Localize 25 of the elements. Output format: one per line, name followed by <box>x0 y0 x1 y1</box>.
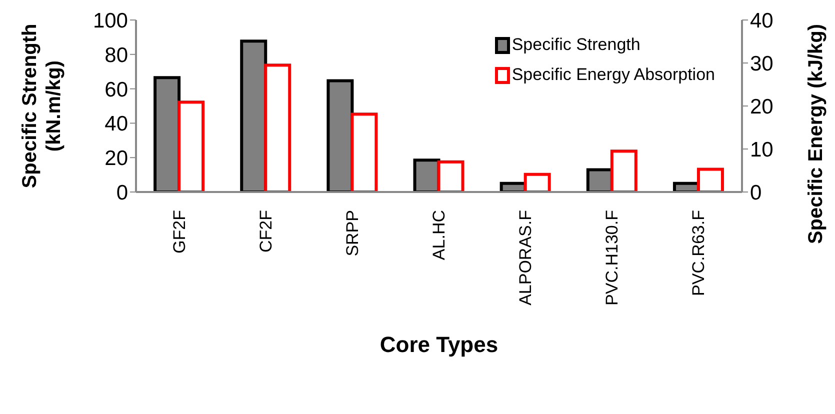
y-tick-label: 80 <box>104 44 128 67</box>
legend-label: Specific Energy Absorption <box>512 65 715 85</box>
y2-tick-label: 20 <box>750 95 774 118</box>
y-tick-label: 100 <box>92 9 128 32</box>
x-axis-title: Core Types <box>380 332 498 357</box>
bar <box>524 172 551 192</box>
x-tick-label: CF2F <box>256 210 276 252</box>
y-tick-label: 60 <box>104 78 128 102</box>
x-tick-label: ALPORAS.F <box>516 210 536 306</box>
y2-tick-label: 40 <box>750 9 774 32</box>
bar <box>696 168 724 192</box>
x-tick-label: PVC.H130.F <box>602 210 622 306</box>
y-tick-label: 0 <box>116 181 128 204</box>
y-axis-title: Specific Strength (kN.m/kg) <box>19 24 65 188</box>
y2-tick-label: 0 <box>750 181 762 204</box>
y-tick-label: 40 <box>104 112 128 136</box>
y2-tick-label: 10 <box>750 138 774 162</box>
legend-label: Specific Strength <box>512 35 640 55</box>
y-tick-label: 20 <box>104 147 128 170</box>
y2-axis-title: Specific Energy (kJ/kg) <box>805 24 827 244</box>
y2-tick-label: 30 <box>750 52 774 76</box>
x-tick-label: SRPP <box>342 210 362 256</box>
x-tick-label: PVC.R63.F <box>689 210 708 296</box>
x-tick-label: GF2F <box>170 210 189 254</box>
x-tick-label: AL.HC <box>430 210 448 260</box>
